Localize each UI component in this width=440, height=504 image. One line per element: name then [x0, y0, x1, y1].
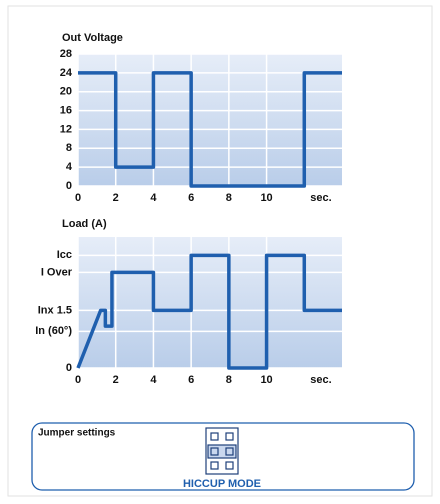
x-tick-label: 2	[113, 374, 119, 386]
x-tick-label: 0	[75, 374, 81, 386]
plot-area	[78, 237, 342, 368]
chart-title: Out Voltage	[62, 32, 123, 44]
x-axis-label: sec.	[310, 192, 331, 204]
x-tick-label: 8	[226, 374, 232, 386]
y-tick-label: 4	[66, 161, 73, 173]
jumper-title: Jumper settings	[38, 428, 116, 439]
x-axis-label: sec.	[310, 374, 331, 386]
y-tick-label: 24	[60, 67, 73, 79]
y-tick-label: In (60°)	[35, 325, 72, 337]
x-tick-label: 4	[150, 192, 157, 204]
x-tick-label: 6	[188, 192, 194, 204]
x-tick-label: 10	[260, 374, 272, 386]
x-tick-label: 4	[150, 374, 157, 386]
data-line	[76, 253, 342, 370]
data-line	[78, 71, 342, 188]
x-tick-label: 10	[260, 192, 272, 204]
y-tick-label: 0	[66, 362, 72, 374]
y-tick-label: 16	[60, 104, 72, 116]
x-tick-label: 8	[226, 192, 232, 204]
frame	[7, 5, 433, 497]
plot-area	[78, 54, 342, 186]
chart-title: Load (A)	[62, 218, 107, 230]
y-tick-label: 0	[66, 180, 72, 192]
x-tick-label: 2	[113, 192, 119, 204]
x-tick-label: 0	[75, 192, 81, 204]
y-tick-label: Icc	[57, 249, 72, 261]
jumper-icon	[205, 427, 239, 475]
y-tick-label: 12	[60, 123, 72, 135]
y-tick-label: I Over	[41, 266, 73, 278]
y-tick-label: Inx 1.5	[38, 304, 72, 316]
x-tick-label: 6	[188, 374, 194, 386]
y-tick-label: 8	[66, 142, 72, 154]
y-tick-label: 28	[60, 48, 72, 60]
jumper-mode: HICCUP MODE	[183, 478, 261, 490]
y-tick-label: 20	[60, 86, 72, 98]
